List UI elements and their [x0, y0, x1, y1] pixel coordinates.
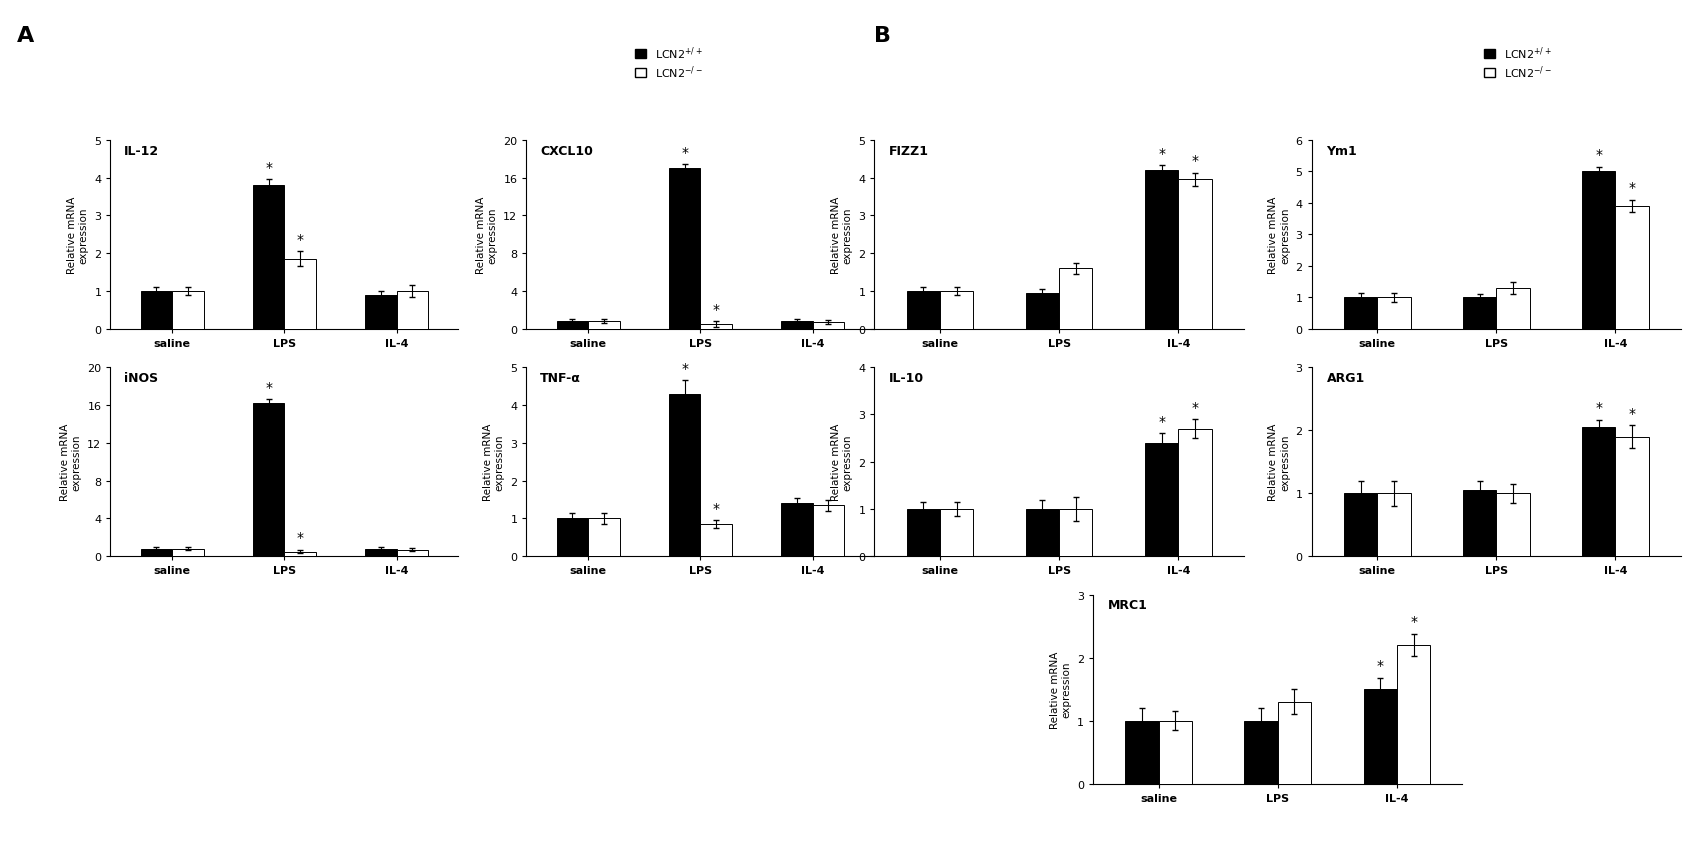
- Bar: [171, 291, 204, 330]
- Bar: [141, 291, 171, 330]
- Bar: [813, 323, 844, 330]
- Text: CXCL10: CXCL10: [540, 144, 593, 158]
- Bar: [253, 404, 285, 556]
- Bar: [365, 549, 397, 556]
- Text: Ym1: Ym1: [1326, 144, 1357, 158]
- Bar: [1245, 721, 1279, 784]
- Bar: [669, 394, 701, 556]
- Bar: [1464, 298, 1496, 330]
- Bar: [701, 325, 732, 330]
- Text: B: B: [874, 26, 891, 45]
- Text: ARG1: ARG1: [1326, 371, 1365, 384]
- Bar: [1158, 721, 1192, 784]
- Bar: [141, 549, 171, 556]
- Y-axis label: Relative mRNA
expression: Relative mRNA expression: [475, 196, 498, 273]
- Bar: [1343, 298, 1377, 330]
- Y-axis label: Relative mRNA
expression: Relative mRNA expression: [1268, 196, 1290, 273]
- Bar: [669, 169, 701, 330]
- Bar: [1496, 493, 1530, 556]
- Bar: [1363, 689, 1397, 784]
- Text: *: *: [1596, 147, 1603, 162]
- Text: *: *: [1628, 406, 1635, 420]
- Bar: [171, 549, 204, 556]
- Bar: [941, 509, 973, 556]
- Text: *: *: [297, 233, 304, 246]
- Bar: [1060, 269, 1092, 330]
- Text: IL-10: IL-10: [890, 371, 924, 384]
- Bar: [1377, 493, 1411, 556]
- Legend: LCN2$^{+/+}$, LCN2$^{-/-}$: LCN2$^{+/+}$, LCN2$^{-/-}$: [633, 44, 703, 82]
- Bar: [1343, 493, 1377, 556]
- Bar: [1583, 428, 1615, 556]
- Bar: [907, 509, 941, 556]
- Bar: [1144, 443, 1178, 556]
- Text: TNF-α: TNF-α: [540, 371, 581, 384]
- Bar: [557, 519, 588, 556]
- Bar: [365, 296, 397, 330]
- Bar: [1583, 172, 1615, 330]
- Text: IL-12: IL-12: [124, 144, 160, 158]
- Text: A: A: [17, 26, 34, 45]
- Text: iNOS: iNOS: [124, 371, 158, 384]
- Bar: [1496, 289, 1530, 330]
- Text: *: *: [1192, 154, 1199, 168]
- Y-axis label: Relative mRNA
expression: Relative mRNA expression: [482, 423, 504, 501]
- Bar: [1178, 181, 1212, 330]
- Bar: [1464, 491, 1496, 556]
- Y-axis label: Relative mRNA
expression: Relative mRNA expression: [1268, 423, 1290, 501]
- Bar: [1144, 170, 1178, 330]
- Bar: [253, 186, 285, 330]
- Bar: [1060, 509, 1092, 556]
- Bar: [557, 322, 588, 330]
- Legend: LCN2$^{+/+}$, LCN2$^{-/-}$: LCN2$^{+/+}$, LCN2$^{-/-}$: [1482, 44, 1552, 82]
- Bar: [1279, 702, 1311, 784]
- Bar: [588, 519, 620, 556]
- Bar: [941, 291, 973, 330]
- Text: *: *: [297, 531, 304, 544]
- Y-axis label: Relative mRNA
expression: Relative mRNA expression: [1049, 651, 1071, 728]
- Bar: [781, 504, 813, 556]
- Y-axis label: Relative mRNA
expression: Relative mRNA expression: [66, 196, 88, 273]
- Text: *: *: [681, 361, 688, 376]
- Bar: [1026, 509, 1060, 556]
- Y-axis label: Relative mRNA
expression: Relative mRNA expression: [830, 423, 852, 501]
- Text: *: *: [265, 380, 272, 394]
- Bar: [781, 322, 813, 330]
- Bar: [1026, 294, 1060, 330]
- Bar: [907, 291, 941, 330]
- Text: *: *: [1628, 181, 1635, 195]
- Text: *: *: [265, 160, 272, 175]
- Bar: [397, 291, 428, 330]
- Text: *: *: [1158, 147, 1165, 160]
- Bar: [1126, 721, 1158, 784]
- Text: *: *: [1192, 400, 1199, 414]
- Text: *: *: [681, 146, 688, 159]
- Text: *: *: [1409, 614, 1418, 628]
- Bar: [1615, 207, 1649, 330]
- Text: *: *: [1596, 400, 1603, 414]
- Bar: [813, 505, 844, 556]
- Text: *: *: [713, 501, 720, 515]
- Bar: [1377, 298, 1411, 330]
- Bar: [1397, 645, 1430, 784]
- Bar: [1615, 437, 1649, 556]
- Bar: [1178, 429, 1212, 556]
- Bar: [701, 525, 732, 556]
- Text: *: *: [1158, 414, 1165, 429]
- Text: *: *: [1377, 659, 1384, 672]
- Text: MRC1: MRC1: [1107, 599, 1148, 612]
- Y-axis label: Relative mRNA
expression: Relative mRNA expression: [830, 196, 852, 273]
- Bar: [588, 322, 620, 330]
- Bar: [285, 260, 316, 330]
- Y-axis label: Relative mRNA
expression: Relative mRNA expression: [59, 423, 82, 501]
- Bar: [285, 552, 316, 556]
- Bar: [397, 550, 428, 556]
- Text: *: *: [713, 302, 720, 316]
- Text: FIZZ1: FIZZ1: [890, 144, 929, 158]
